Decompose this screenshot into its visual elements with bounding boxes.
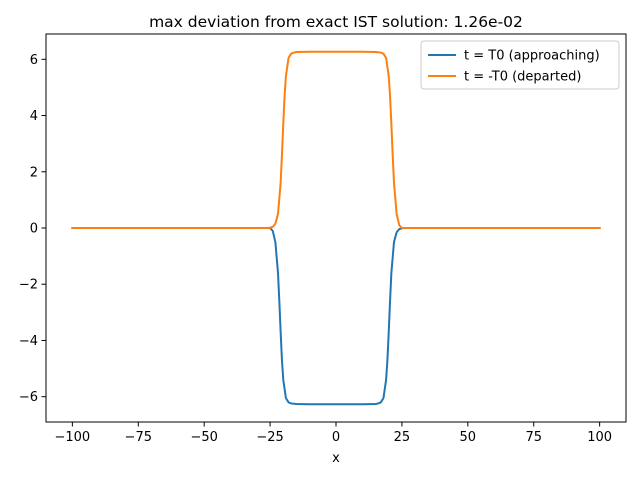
series-line-departed — [71, 50, 601, 229]
x-tick-label: 100 — [587, 430, 612, 445]
y-tick-label: −2 — [19, 278, 38, 293]
x-tick-label: 75 — [525, 430, 542, 445]
y-tick-label: 6 — [30, 53, 38, 68]
x-tick-label: 25 — [394, 430, 411, 445]
y-axis: −6 −4 −2 0 2 4 6 — [19, 53, 46, 405]
chart-title: max deviation from exact IST solution: 1… — [149, 13, 523, 31]
x-tick-label: −50 — [190, 430, 217, 445]
legend-label-departed: t = -T0 (departed) — [464, 70, 581, 85]
y-tick-label: −6 — [19, 390, 38, 405]
legend-label-approaching: t = T0 (approaching) — [464, 49, 600, 64]
series-layer — [71, 50, 601, 406]
legend-box — [420, 40, 620, 90]
y-tick-label: 4 — [30, 109, 38, 124]
y-tick-label: −4 — [19, 334, 38, 349]
legend: t = T0 (approaching) t = -T0 (departed) — [420, 40, 620, 90]
x-tick-label: 50 — [460, 430, 477, 445]
x-tick-label: −100 — [55, 430, 91, 445]
x-tick-label: −25 — [256, 430, 283, 445]
y-tick-label: 2 — [30, 165, 38, 180]
y-tick-label: 0 — [30, 222, 38, 237]
x-tick-label: −75 — [125, 430, 152, 445]
series-line-approaching — [71, 227, 601, 406]
x-axis-label: x — [332, 451, 340, 466]
x-tick-label: 0 — [332, 430, 340, 445]
x-axis: −100 −75 −50 −25 0 25 50 75 100 — [55, 422, 612, 445]
